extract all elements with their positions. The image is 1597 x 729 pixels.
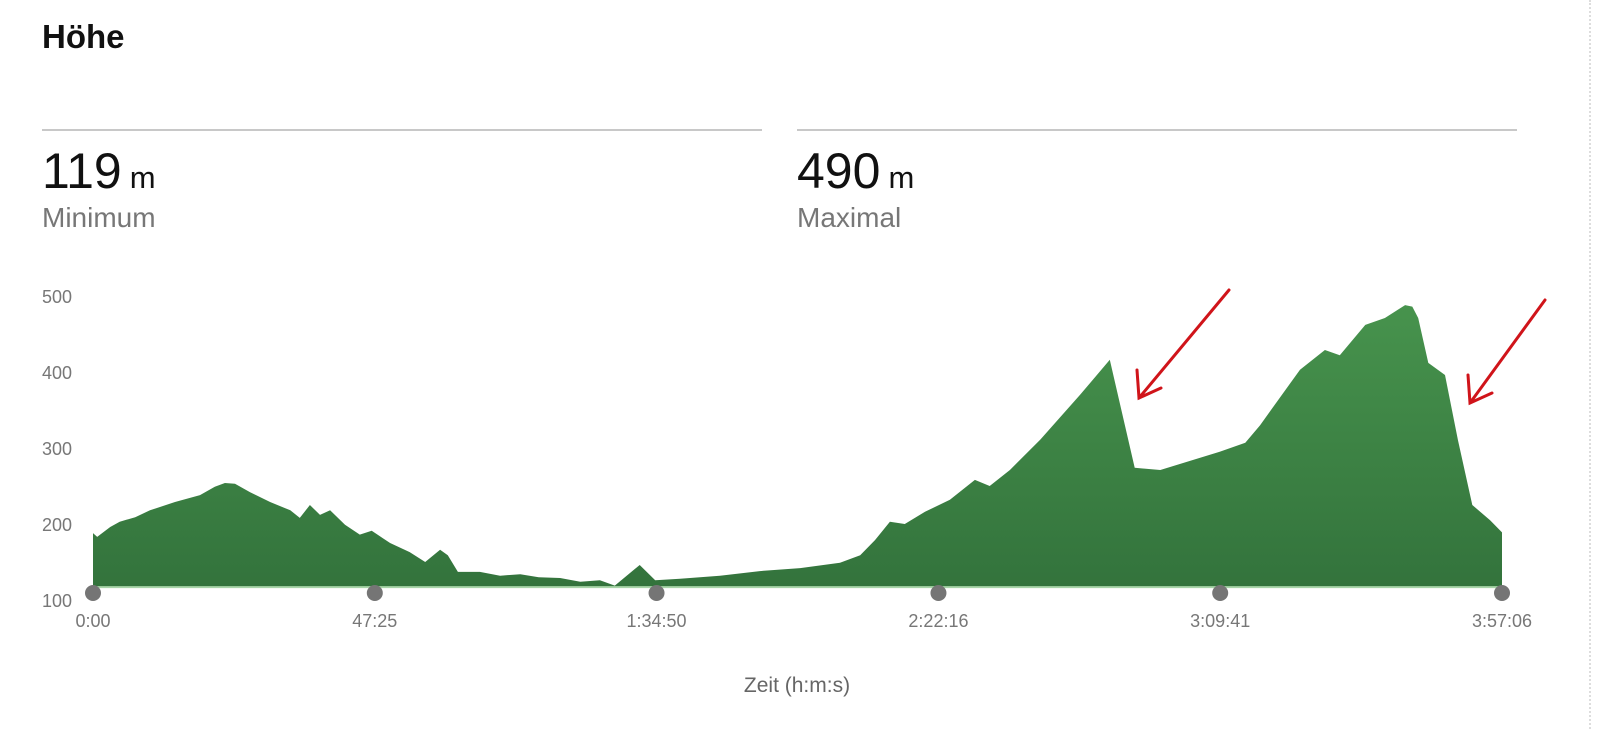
annotation-arrow-icon xyxy=(1466,298,1547,406)
x-tick-handle[interactable] xyxy=(85,585,101,601)
x-tick-label: 47:25 xyxy=(352,611,397,631)
stat-maximum: 490 m Maximal xyxy=(797,142,914,234)
stat-minimum: 119 m Minimum xyxy=(42,142,156,234)
stat-value: 490 xyxy=(797,143,881,199)
y-tick-label: 200 xyxy=(42,515,72,535)
page-title: Höhe xyxy=(42,18,125,55)
divider xyxy=(42,129,762,131)
x-tick-handle[interactable] xyxy=(648,585,665,601)
x-tick-label: 3:09:41 xyxy=(1190,611,1250,631)
x-tick-handle[interactable] xyxy=(1494,585,1510,601)
x-tick-label: 0:00 xyxy=(75,611,110,631)
stat-label: Maximal xyxy=(797,202,902,233)
y-tick-label: 400 xyxy=(42,363,72,383)
y-tick-label: 100 xyxy=(42,591,72,611)
x-tick-label: 3:57:06 xyxy=(1472,611,1532,631)
stat-value: 119 xyxy=(42,143,122,199)
x-tick-handle[interactable] xyxy=(1212,585,1229,601)
stat-label: Minimum xyxy=(42,202,156,233)
x-tick-handle[interactable] xyxy=(930,585,947,601)
elevation-area xyxy=(93,305,1502,588)
x-tick-label: 2:22:16 xyxy=(908,611,968,631)
right-border xyxy=(1589,0,1591,729)
x-tick-handle[interactable] xyxy=(366,585,383,601)
annotation-arrow-icon xyxy=(1135,288,1231,401)
stat-unit: m xyxy=(888,160,915,195)
y-tick-label: 500 xyxy=(42,287,72,307)
divider xyxy=(797,129,1517,131)
stat-unit: m xyxy=(129,160,156,195)
x-tick-label: 1:34:50 xyxy=(627,611,687,631)
x-axis-label: Zeit (h:m:s) xyxy=(744,674,850,697)
y-tick-label: 300 xyxy=(42,439,72,459)
